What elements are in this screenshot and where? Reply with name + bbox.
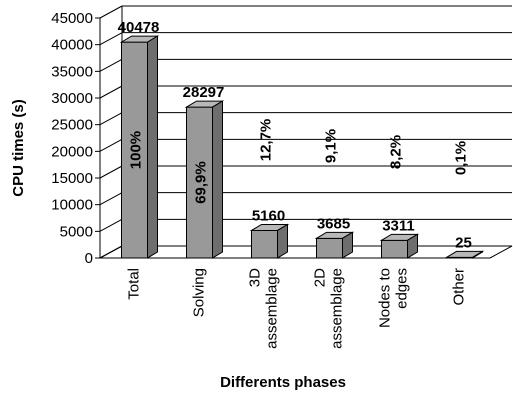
bar [314, 231, 355, 259]
gridline-diagonal [99, 138, 123, 152]
y-tick-label: 25000 [51, 117, 93, 134]
gridline-diagonal [99, 58, 123, 72]
gridline-diagonal [99, 85, 123, 99]
y-tick-label: 35000 [51, 63, 93, 80]
gridline-diagonal [99, 165, 123, 179]
gridline-diagonal [99, 218, 123, 232]
gridline-diagonal [99, 5, 123, 19]
y-tick-label: 5000 [60, 223, 93, 240]
y-tick-label: 10000 [51, 197, 93, 214]
value-label: 25 [455, 234, 472, 251]
percent-label: 12,7% [258, 119, 275, 162]
x-category-labels: Total Solving 3Dassemblage 2Dassemblage Node… [126, 268, 468, 349]
category-label-line: Solving [191, 268, 208, 317]
category-label: Nodes toedges [377, 268, 411, 328]
category-label-line: 3D [247, 268, 264, 287]
value-label: 3311 [382, 217, 415, 234]
category-label: Solving [191, 268, 208, 317]
y-tick-label: 0 [85, 250, 93, 267]
chart-walls [99, 6, 513, 259]
bar-front [251, 229, 278, 259]
category-label: 2Dassemblage [312, 268, 346, 349]
bar-side [147, 35, 158, 259]
category-label-line: Total [126, 268, 143, 300]
bar-side [212, 100, 223, 259]
category-label: Total [126, 268, 143, 300]
y-tick-label: 40000 [51, 37, 93, 54]
y-tick-labels: 0 5000 10000 15000 20000 25000 30000 35000 40000… [51, 10, 93, 267]
bar [249, 223, 290, 259]
bar-front [316, 237, 343, 259]
y-tick-label: 45000 [51, 10, 93, 27]
category-label: 3Dassemblage [247, 268, 281, 349]
category-label-line: Other [451, 268, 468, 306]
category-label-line: assemblage [264, 268, 281, 349]
bar [119, 35, 160, 259]
percent-label: 8,2% [388, 135, 405, 169]
percent-label: 69,9% [193, 161, 210, 204]
y-axis-title: CPU times (s) [10, 99, 27, 197]
percent-labels: 100% 69,9% 12,7% 9,1% 8,2% 0,1% [128, 119, 470, 204]
category-label: Other [451, 268, 468, 306]
category-label-line: 2D [312, 268, 329, 287]
value-label: 40478 [118, 19, 160, 36]
value-label: 28297 [183, 84, 225, 101]
y-tick-label: 15000 [51, 170, 93, 187]
value-label: 5160 [252, 207, 285, 224]
percent-label: 9,1% [323, 129, 340, 163]
gridline-diagonal [99, 245, 123, 259]
percent-label: 100% [128, 131, 145, 169]
percent-label: 0,1% [453, 141, 470, 175]
bar-side [342, 231, 353, 259]
gridline-diagonal [99, 112, 123, 126]
side-wall-edge [99, 6, 123, 259]
category-label-line: assemblage [329, 268, 346, 349]
bar-side [277, 223, 288, 259]
y-tick-label: 20000 [51, 143, 93, 160]
bar-front [121, 41, 148, 259]
x-axis-title: Differents phases [220, 374, 346, 391]
value-labels: 40478 28297 5160 3685 3311 25 [118, 19, 472, 251]
y-tick-label: 30000 [51, 90, 93, 107]
bar-side [472, 250, 483, 259]
gridline-diagonal [99, 32, 123, 46]
bars [119, 35, 485, 259]
bar [379, 233, 420, 259]
category-label-line: edges [394, 268, 411, 309]
bar-front [381, 239, 408, 259]
category-label-line: Nodes to [377, 268, 394, 328]
bar [444, 250, 485, 259]
value-label: 3685 [317, 215, 350, 232]
gridline-diagonal [99, 192, 123, 206]
bar [184, 100, 225, 259]
bar-front [186, 106, 213, 259]
bar-side [407, 233, 418, 259]
